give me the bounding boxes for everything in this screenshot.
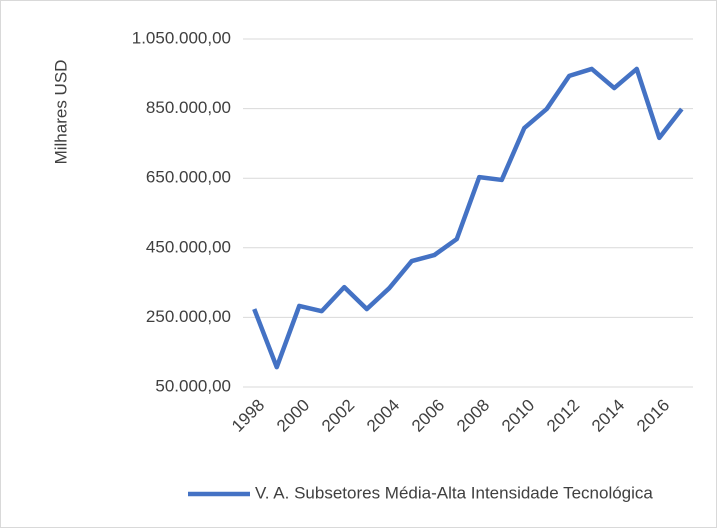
legend-label: V. A. Subsetores Média-Alta Intensidade …	[255, 483, 653, 502]
y-tick-label: 650.000,00	[146, 168, 231, 187]
y-tick-label: 850.000,00	[146, 98, 231, 117]
y-axis-title: Milhares USD	[51, 60, 70, 165]
y-tick-label: 250.000,00	[146, 307, 231, 326]
y-tick-label: 50.000,00	[155, 376, 231, 395]
y-tick-label: 1.050.000,00	[132, 28, 231, 47]
line	[252, 66, 684, 370]
y-tick-label: 450.000,00	[146, 237, 231, 256]
